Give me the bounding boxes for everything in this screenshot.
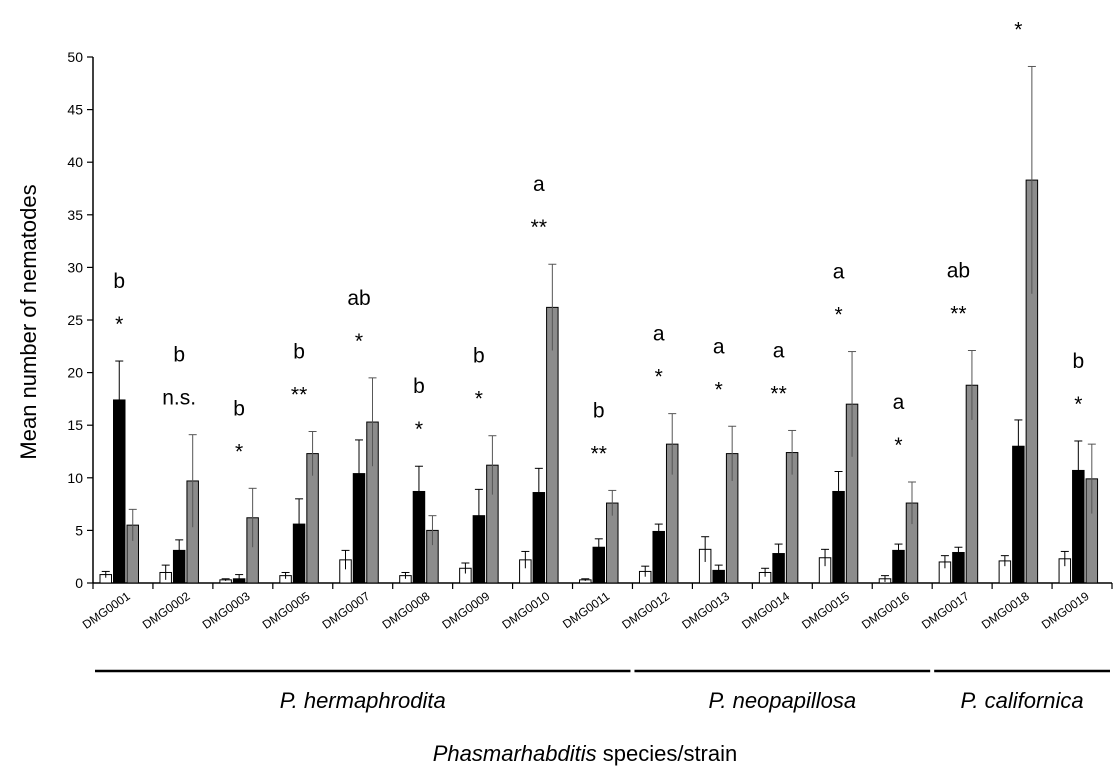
significance-stars: * xyxy=(1074,393,1082,416)
significance-stars: * xyxy=(655,366,663,389)
x-tick-label: DMG0001 xyxy=(80,589,133,632)
x-tick-label: DMG0013 xyxy=(679,589,732,632)
significance-annotations: *bn.s.b*b**b *ab*b*b**a**b*a*a**a*a*a**ab… xyxy=(113,18,1084,465)
grouping-letter: b xyxy=(233,397,245,420)
significance-stars: * xyxy=(475,388,483,411)
significance-stars: * xyxy=(834,304,842,327)
significance-stars: n.s. xyxy=(162,387,196,410)
x-axis-label-rest: species/strain xyxy=(597,741,738,766)
significance-stars: ** xyxy=(591,442,607,465)
species-group-label: P. californica xyxy=(961,688,1084,713)
y-tick-label: 15 xyxy=(67,417,83,433)
y-tick-label: 35 xyxy=(67,207,83,223)
grouping-letter: b xyxy=(113,270,125,293)
species-group-label: P. neopapillosa xyxy=(709,688,857,713)
significance-stars: ** xyxy=(950,303,966,326)
x-tick-label: DMG0011 xyxy=(560,589,612,632)
significance-stars: ** xyxy=(770,382,786,405)
x-tick-label: DMG0014 xyxy=(739,589,792,632)
species-group-label: P. hermaphrodita xyxy=(280,688,446,713)
grouping-letter: ab xyxy=(947,260,970,283)
grouping-letter: a xyxy=(653,323,665,346)
significance-stars: * xyxy=(415,418,423,441)
y-tick-label: 40 xyxy=(67,154,83,170)
x-tick-label: DMG0007 xyxy=(320,589,373,632)
x-tick-label: DMG0018 xyxy=(979,589,1032,632)
significance-stars: * xyxy=(235,440,243,463)
grouping-letter: a xyxy=(773,339,785,362)
x-tick-label: DMG0008 xyxy=(380,589,433,632)
y-tick-label: 10 xyxy=(67,470,83,486)
grouping-letter: b xyxy=(473,345,485,368)
grouping-letter: a xyxy=(533,173,545,196)
y-tick-label: 25 xyxy=(67,312,83,328)
species-groups: P. hermaphrodita P. neopapillosa P. califo… xyxy=(95,669,1110,713)
x-tick-label: DMG0002 xyxy=(140,589,193,632)
significance-stars: * xyxy=(1014,18,1022,41)
x-tick-label: DMG0015 xyxy=(799,589,852,632)
bars xyxy=(99,65,1099,584)
significance-stars: ** xyxy=(291,384,307,407)
grouping-letter: b xyxy=(1072,350,1084,373)
x-axis-label: Phasmarhabditis species/strain xyxy=(433,741,738,766)
x-tick-label: DMG0005 xyxy=(260,589,313,632)
y-tick-label: 0 xyxy=(75,575,83,591)
grouping-letter: a xyxy=(833,261,845,284)
bar-black xyxy=(652,530,665,584)
x-tick-label: DMG0012 xyxy=(619,589,672,632)
y-axis-label: Mean number of nematodes xyxy=(16,184,41,459)
grouping-letter: b xyxy=(173,344,185,367)
grouping-letter: a xyxy=(893,391,905,414)
x-tick-label: DMG0016 xyxy=(859,589,912,632)
x-tick-label: DMG0010 xyxy=(499,589,552,632)
significance-stars: * xyxy=(715,378,723,401)
grouping-letter: b xyxy=(413,375,425,398)
grouping-letter: b xyxy=(593,399,605,422)
y-tick-label: 20 xyxy=(67,365,83,381)
x-tick-label: DMG0017 xyxy=(919,589,972,632)
grouping-letter: ab xyxy=(347,287,370,310)
grouping-letter: a xyxy=(713,335,725,358)
y-tick-label: 45 xyxy=(67,102,83,118)
y-tick-label: 50 xyxy=(67,49,83,65)
significance-stars: ** xyxy=(531,216,547,239)
significance-stars: * xyxy=(115,313,123,336)
x-tick-label: DMG0019 xyxy=(1039,589,1092,632)
significance-stars: * xyxy=(355,330,363,353)
x-tick-label: DMG0003 xyxy=(200,589,253,632)
grouping-letter: b xyxy=(293,341,305,364)
y-tick-label: 30 xyxy=(67,259,83,275)
x-axis: DMG0001 DMG0002 DMG0003 DMG0005 DMG0007 DMG00… xyxy=(80,582,1113,632)
y-tick-label: 5 xyxy=(75,522,83,538)
significance-stars: * xyxy=(894,434,902,457)
x-axis-label-genus: Phasmarhabditis xyxy=(433,741,597,766)
x-tick-label: DMG0009 xyxy=(439,589,492,632)
y-axis: 0 5 10 15 20 25 30 35 40 45 50 xyxy=(67,49,94,591)
